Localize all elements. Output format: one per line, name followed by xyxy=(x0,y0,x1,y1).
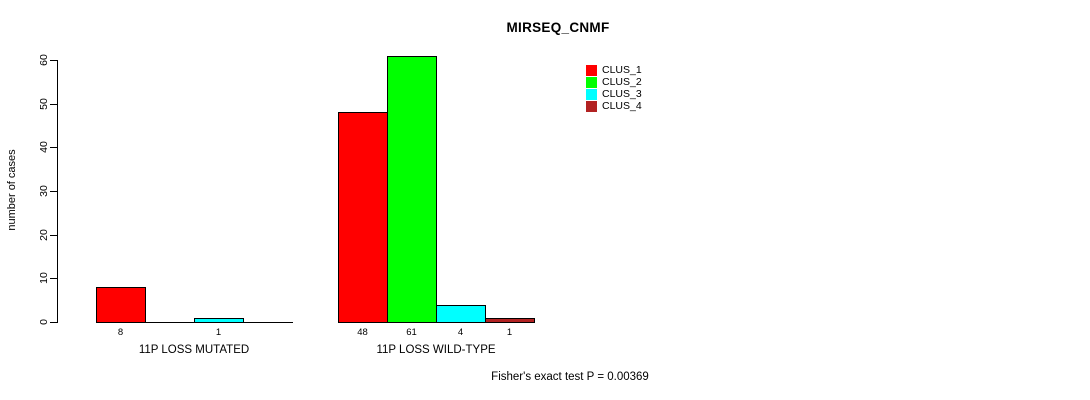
y-axis-line xyxy=(57,60,58,323)
legend-label: CLUS_3 xyxy=(602,88,642,100)
legend-item-clus_2: CLUS_2 xyxy=(586,76,642,88)
bar-value-label: 48 xyxy=(357,327,368,338)
y-tick xyxy=(50,104,57,105)
legend-swatch-icon xyxy=(586,88,597,100)
legend-item-clus_3: CLUS_3 xyxy=(586,88,642,100)
bar-clus_1 xyxy=(96,287,146,323)
legend-item-clus_4: CLUS_4 xyxy=(586,100,642,112)
bar-clus_1 xyxy=(338,112,388,323)
bar-value-label: 61 xyxy=(406,327,417,338)
y-tick xyxy=(50,147,57,148)
x-category-label: 11P LOSS MUTATED xyxy=(138,344,250,356)
y-tick-label: 10 xyxy=(38,272,50,284)
legend-swatch-icon xyxy=(586,100,597,112)
legend-label: CLUS_4 xyxy=(602,100,642,112)
legend: CLUS_1 CLUS_2 CLUS_3 CLUS_4 xyxy=(586,64,642,112)
legend-label: CLUS_2 xyxy=(602,76,642,88)
bar-value-label: 1 xyxy=(506,327,513,338)
y-tick xyxy=(50,278,57,279)
x-category-label: 11P LOSS WILD-TYPE xyxy=(376,344,496,356)
bar-clus_3 xyxy=(194,318,244,323)
y-tick xyxy=(50,235,57,236)
bar-clus_2 xyxy=(387,56,437,323)
y-tick-label: 50 xyxy=(38,98,50,110)
legend-label: CLUS_1 xyxy=(602,64,642,76)
y-tick xyxy=(50,322,57,323)
bar-clus_3 xyxy=(436,305,486,323)
y-tick-label: 40 xyxy=(38,141,50,153)
bar-clus_4 xyxy=(485,318,535,323)
chart-title: MIRSEQ_CNMF xyxy=(506,20,610,35)
bar-value-label: 1 xyxy=(215,327,222,338)
y-tick xyxy=(50,60,57,61)
y-tick-label: 0 xyxy=(38,319,50,325)
fisher-test-annotation: Fisher's exact test P = 0.00369 xyxy=(491,371,649,383)
y-tick-label: 20 xyxy=(38,229,50,241)
legend-swatch-icon xyxy=(586,76,597,88)
y-axis-label: number of cases xyxy=(6,149,18,231)
bar-value-label: 4 xyxy=(457,327,464,338)
legend-swatch-icon xyxy=(586,64,597,76)
legend-item-clus_1: CLUS_1 xyxy=(586,64,642,76)
bar-value-label: 8 xyxy=(117,327,124,338)
y-tick-label: 30 xyxy=(38,185,50,197)
y-tick-label: 60 xyxy=(38,54,50,66)
y-tick xyxy=(50,191,57,192)
